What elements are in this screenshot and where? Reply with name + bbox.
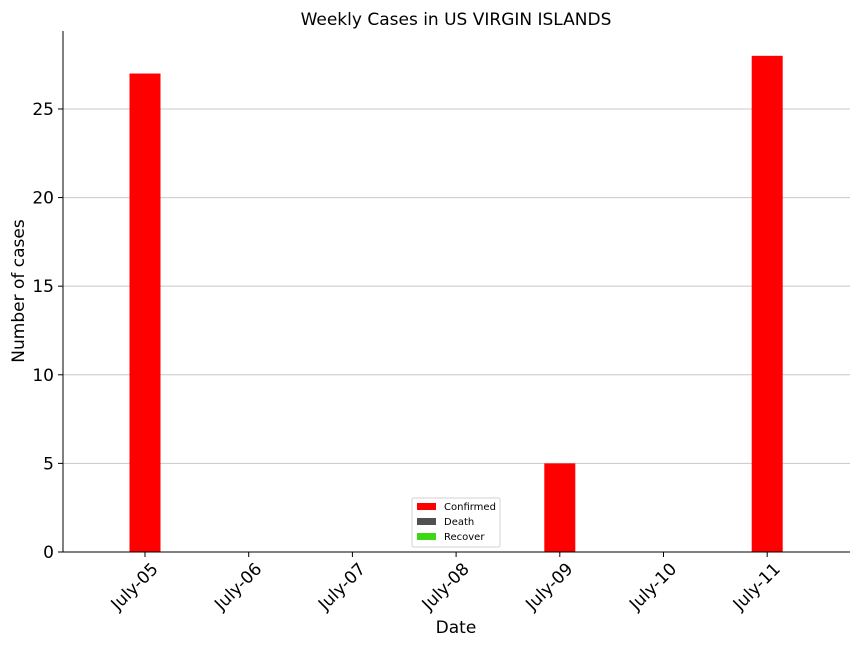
bar-confirmed-july-09 (544, 463, 576, 552)
legend-label-death: Death (444, 517, 474, 528)
x-tick-label-6: July-11 (729, 559, 785, 615)
x-tick-label-4: July-09 (521, 559, 577, 615)
y-tick-label-2: 10 (32, 366, 54, 386)
x-tick-label-0: July-05 (107, 559, 163, 615)
y-ticks: 0 5 10 15 20 25 (32, 100, 63, 563)
y-tick-label-0: 0 (43, 543, 54, 563)
legend-swatch-confirmed (417, 503, 436, 510)
x-tick-label-1: July-06 (210, 559, 266, 615)
x-ticks: July-05 July-06 July-07 July-08 July-09 July-… (107, 552, 785, 615)
legend: Confirmed Death Recover (411, 497, 501, 548)
x-tick-label-3: July-08 (418, 559, 474, 615)
grid-lines (63, 108, 850, 464)
legend-swatch-recover (417, 533, 436, 540)
chart-title: Weekly Cases in US VIRGIN ISLANDS (301, 10, 612, 30)
x-tick-label-2: July-07 (314, 559, 370, 615)
y-tick-label-1: 5 (43, 454, 54, 474)
y-tick-label-3: 15 (32, 277, 54, 297)
x-axis-label: Date (436, 618, 477, 638)
legend-label-confirmed: Confirmed (444, 502, 496, 513)
bars (129, 55, 783, 553)
y-axis-label: Number of cases (9, 219, 29, 363)
legend-swatch-death (417, 518, 436, 525)
bar-confirmed-july-05 (129, 73, 161, 552)
y-tick-label-4: 20 (32, 189, 54, 209)
legend-label-recover: Recover (444, 532, 485, 543)
bar-confirmed-july-11 (751, 55, 783, 553)
x-tick-label-5: July-10 (625, 559, 681, 615)
y-tick-label-5: 25 (32, 100, 54, 120)
